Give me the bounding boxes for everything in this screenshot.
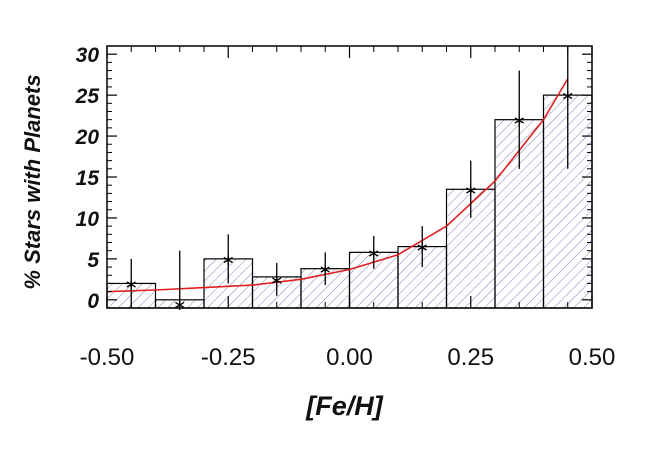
data-point-marker: ∗ — [270, 270, 283, 289]
data-point-marker: ∗ — [416, 238, 429, 257]
y-axis-label: % Stars with Planets — [20, 74, 45, 289]
data-point-marker: ∗ — [319, 260, 332, 279]
data-point-marker: ∗ — [513, 111, 526, 130]
x-tick-label: -0.25 — [201, 344, 256, 371]
data-point-marker: ∗ — [561, 86, 574, 105]
data-point-marker: ∗ — [125, 274, 138, 293]
data-point-marker: ∗ — [222, 250, 235, 269]
y-tick-label: 30 — [76, 44, 100, 67]
data-points: ∗∗∗∗∗∗ ∗∗∗∗ — [125, 46, 574, 314]
y-tick-label: 10 — [76, 208, 100, 231]
data-point-marker: ∗ — [367, 243, 380, 262]
y-tick-label: 0 — [87, 290, 99, 313]
x-tick-label: -0.50 — [80, 344, 135, 371]
x-tick-label: 0.25 — [447, 344, 494, 371]
fit-line — [106, 78, 569, 293]
y-tick-label: 25 — [75, 85, 100, 108]
y-axis: 0 5 10 15 20 25 30 — [75, 44, 592, 313]
x-axis-label: [Fe/H] — [305, 391, 384, 421]
y-tick-label: 15 — [76, 167, 100, 190]
data-point-marker: ∗ — [464, 180, 477, 199]
y-tick-label: 20 — [75, 126, 100, 149]
x-tick-label: 0.50 — [569, 344, 616, 371]
y-tick-label: 5 — [87, 249, 99, 272]
x-axis: -0.50 -0.25 0.00 0.25 0.50 — [80, 46, 616, 371]
x-tick-label: 0.00 — [326, 344, 373, 371]
